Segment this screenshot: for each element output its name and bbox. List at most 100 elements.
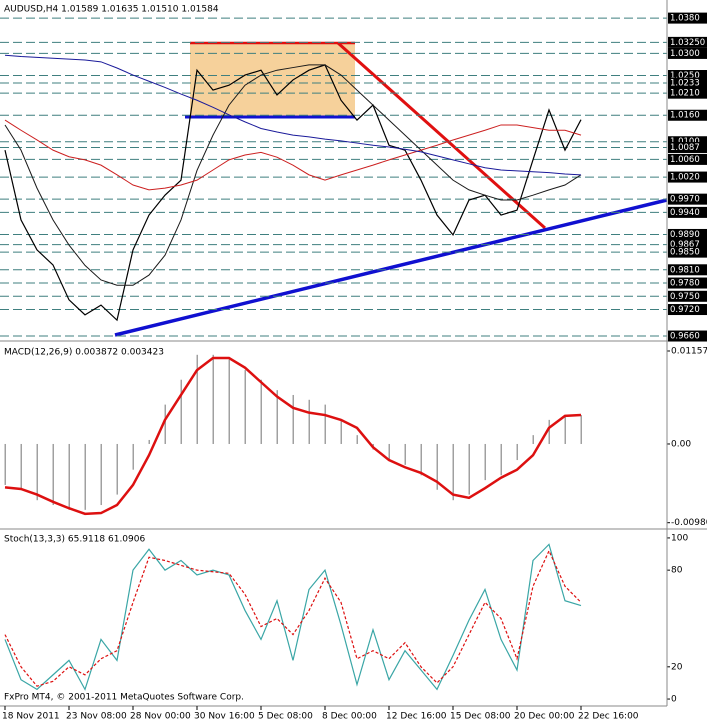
y-tick-label: 0.9940 [670, 208, 700, 218]
tick-box [668, 141, 707, 153]
x-tick-label: 8 Dec 00:00 [322, 712, 377, 722]
x-tick-label: 28 Nov 00:00 [130, 712, 191, 722]
histogram-bar [196, 354, 198, 444]
y-tick-label: 1.0380 [670, 14, 700, 24]
series-line [4, 64, 582, 286]
y-tick-label: 0.9850 [670, 248, 700, 258]
y-tick-label: -0.00980 [671, 518, 707, 528]
plot-layer [0, 17, 670, 700]
y-tick-label: 1.0020 [670, 173, 700, 183]
histogram-bar [164, 404, 166, 444]
y-tick-label: 1.0300 [670, 49, 700, 59]
tick-box [668, 47, 707, 59]
histogram-bar [308, 399, 310, 444]
y-tick-label: 1.0060 [670, 155, 700, 165]
tick-box [668, 264, 707, 276]
y-tick-label: 0.9867 [670, 240, 700, 250]
tick-box [668, 171, 707, 183]
y-tick-label: 1.0160 [670, 111, 700, 121]
y-tick-label: 1.0087 [670, 143, 700, 153]
range-box [190, 43, 355, 117]
histogram-bar [532, 435, 534, 444]
y-tick-label: 0 [671, 695, 677, 705]
histogram-bar [4, 443, 6, 485]
histogram-bar [68, 443, 70, 510]
histogram-bar [468, 443, 470, 495]
tick-box [668, 36, 707, 48]
histogram-bar [52, 443, 54, 506]
copyright: FxPro MT4, © 2001-2011 MetaQuotes Softwa… [4, 693, 244, 703]
histogram-bar [292, 394, 294, 444]
y-tick-label: 80 [671, 566, 683, 576]
macd-title: MACD(12,26,9) 0.003872 0.003423 [4, 348, 164, 358]
histogram-bar [116, 443, 118, 495]
y-tick-label: 0.9810 [670, 265, 700, 275]
histogram-bar [548, 419, 550, 444]
y-tick-label: 1.0250 [670, 71, 700, 81]
tick-box [668, 12, 707, 24]
histogram-bar [340, 419, 342, 444]
histogram-bar [324, 404, 326, 444]
y-tick-label: 20 [671, 662, 683, 672]
tick-box [668, 246, 707, 258]
series-line [4, 119, 582, 191]
tick-box [668, 277, 707, 289]
histogram-bar [276, 390, 278, 444]
histogram-bar [484, 443, 486, 481]
histogram-bar [404, 443, 406, 465]
histogram-bar [228, 359, 230, 444]
x-tick-label: 23 Nov 08:00 [66, 712, 127, 722]
tick-box [668, 153, 707, 165]
x-tick-label: 15 Dec 08:00 [450, 712, 511, 722]
series-line [4, 549, 582, 687]
histogram-bar [132, 443, 134, 470]
y-tick-label: 1.03250 [670, 38, 705, 48]
histogram-bar [212, 354, 214, 444]
histogram-bar [452, 443, 454, 501]
down-trendline [337, 41, 546, 230]
histogram-bar [388, 443, 390, 461]
histogram-bar [500, 443, 502, 476]
y-tick-label: 0.9890 [670, 230, 700, 240]
tick-box [668, 290, 707, 302]
tick-box [668, 136, 707, 148]
histogram-bar [580, 415, 582, 444]
up-trendline [114, 198, 668, 337]
series-line [4, 356, 582, 516]
histogram-bar [20, 443, 22, 490]
stoch-title: Stoch(13,3,3) 65.9118 61.0906 [4, 535, 145, 545]
tick-box [668, 193, 707, 205]
y-tick-label: 1.0233 [670, 79, 700, 89]
y-tick-label: 1.0210 [670, 89, 700, 99]
tick-box [668, 70, 707, 82]
y-tick-label: 0.9720 [670, 305, 700, 315]
tick-box [668, 304, 707, 316]
x-tick-label: 30 Nov 16:00 [194, 712, 255, 722]
histogram-bar [260, 379, 262, 444]
histogram-bar [148, 439, 150, 444]
histogram-bar [36, 443, 38, 501]
x-tick-label: 20 Dec 00:00 [514, 712, 575, 722]
price-title: AUDUSD,H4 1.01589 1.01635 1.01510 1.0158… [4, 5, 219, 15]
histogram-bar [84, 443, 86, 510]
histogram-bar [564, 415, 566, 444]
y-tick-label: 0.9780 [670, 279, 700, 289]
histogram-bar [100, 443, 102, 506]
histogram-bar [356, 435, 358, 444]
x-tick-label: 12 Dec 16:00 [386, 712, 447, 722]
series-line [4, 54, 582, 176]
y-tick-label: 0.9750 [670, 292, 700, 302]
y-tick-label: 0.011576 [671, 346, 707, 356]
tick-box [668, 239, 707, 251]
y-tick-label: 0.9970 [670, 195, 700, 205]
histogram-bar [436, 443, 438, 490]
y-tick-label: 0.9660 [670, 332, 700, 342]
series-line [4, 543, 582, 691]
histogram-bar [420, 443, 422, 476]
y-tick-label: 100 [671, 533, 688, 543]
histogram-bar [180, 379, 182, 444]
y-tick-label: 0.00 [671, 439, 691, 449]
tick-box [668, 87, 707, 99]
